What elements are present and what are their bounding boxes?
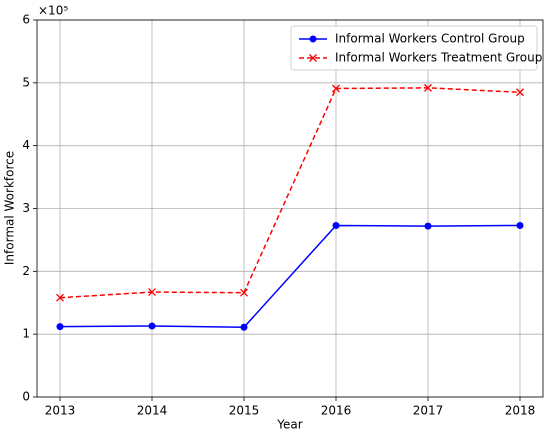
y-tick-label: 5	[22, 75, 30, 89]
y-tick-label: 1	[22, 327, 30, 341]
y-tick-label: 6	[22, 13, 30, 27]
y-tick-label: 0	[22, 390, 30, 404]
point	[56, 293, 64, 302]
y-multiplier: ×10⁵	[38, 4, 68, 18]
point	[424, 222, 432, 230]
y-tick-label: 3	[22, 201, 30, 215]
y-tick-label: 2	[22, 264, 30, 278]
point	[332, 221, 340, 229]
y-axis-label: Informal Workforce	[3, 151, 17, 265]
x-tick-label: 2015	[229, 404, 260, 418]
legend-box	[290, 25, 538, 71]
legend-marker	[309, 54, 317, 62]
point	[332, 84, 340, 93]
legend-label: Informal Workers Treatment Group	[335, 51, 542, 65]
series-line	[59, 224, 521, 329]
point	[516, 221, 524, 229]
legend-marker	[309, 35, 317, 43]
series-line	[59, 87, 521, 299]
point	[516, 88, 524, 97]
point	[56, 323, 64, 331]
point	[148, 288, 156, 297]
x-tick-label: 2016	[321, 404, 352, 418]
x-tick-label: 2018	[505, 404, 536, 418]
point	[240, 288, 248, 297]
y-tick-label: 4	[22, 138, 30, 152]
plot-frame	[36, 19, 544, 398]
x-tick-label: 2013	[45, 404, 76, 418]
point	[148, 322, 156, 330]
point	[424, 83, 432, 92]
legend-label: Informal Workers Control Group	[335, 32, 525, 46]
x-tick-label: 2014	[137, 404, 168, 418]
point	[240, 323, 248, 331]
x-axis-label: Year	[276, 418, 302, 432]
x-tick-label: 2017	[413, 404, 444, 418]
